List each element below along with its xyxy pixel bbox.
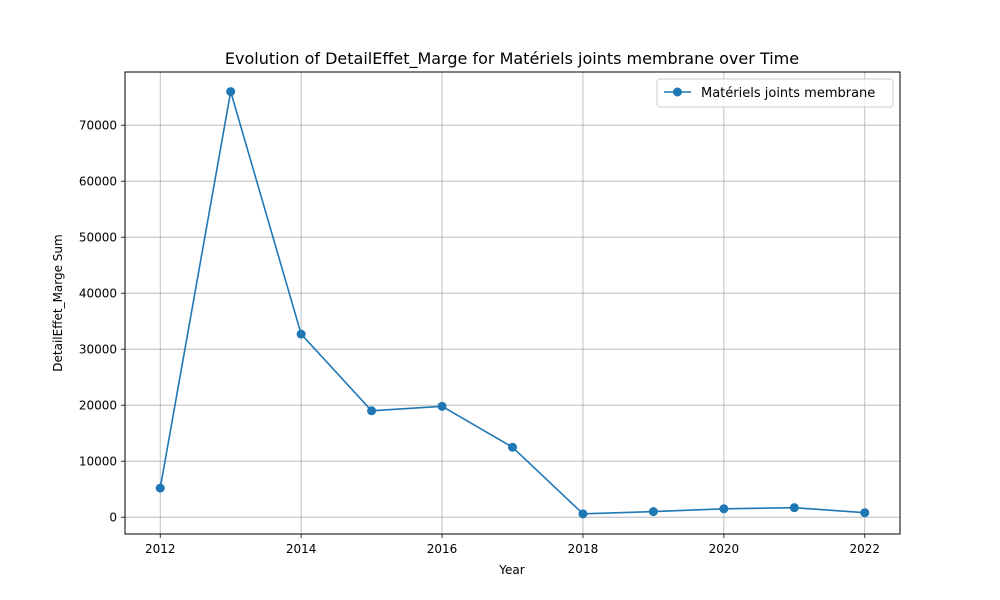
y-tick-label: 50000 [79,231,117,245]
data-point [437,401,447,411]
plot-frame [124,71,901,535]
data-point [860,508,870,518]
y-tick-label: 40000 [79,287,117,301]
legend: Matériels joints membrane [656,78,894,108]
legend-box [656,78,894,108]
data-point [508,442,517,452]
x-tick-label: 2020 [709,542,740,556]
data-point [719,504,729,514]
data-point [367,406,377,416]
x-tick-label: 2022 [849,542,880,556]
data-point [226,87,236,97]
series-layer [155,87,870,519]
x-tick-label: 2012 [145,542,176,556]
x-tick-label: 2016 [427,542,458,556]
data-point [296,329,306,339]
data-point [155,483,165,493]
data-point [648,507,658,517]
y-tick-label: 70000 [79,119,117,133]
y-tick-label: 60000 [79,175,117,189]
y-tick-label: 30000 [79,343,117,357]
y-axis-label: DetailEffet_Marge Sum [51,234,65,371]
y-tick-label: 20000 [79,399,117,413]
y-tick-label: 10000 [79,455,117,469]
chart-title: Evolution of DetailEffet_Marge for Matér… [225,49,799,69]
x-tick-label: 2014 [286,542,317,556]
x-axis-label: Year [498,563,524,577]
data-point [789,503,799,513]
legend-label: Matériels joints membrane [701,86,875,101]
data-point [578,509,588,519]
y-tick-label: 0 [109,511,117,525]
ticks: 2012 2014 2016 2018 2020 2022 0 10000 20000 30000… [79,119,880,556]
legend-marker-swatch [673,87,682,97]
x-tick-label: 2018 [568,542,599,556]
grid [125,72,900,534]
